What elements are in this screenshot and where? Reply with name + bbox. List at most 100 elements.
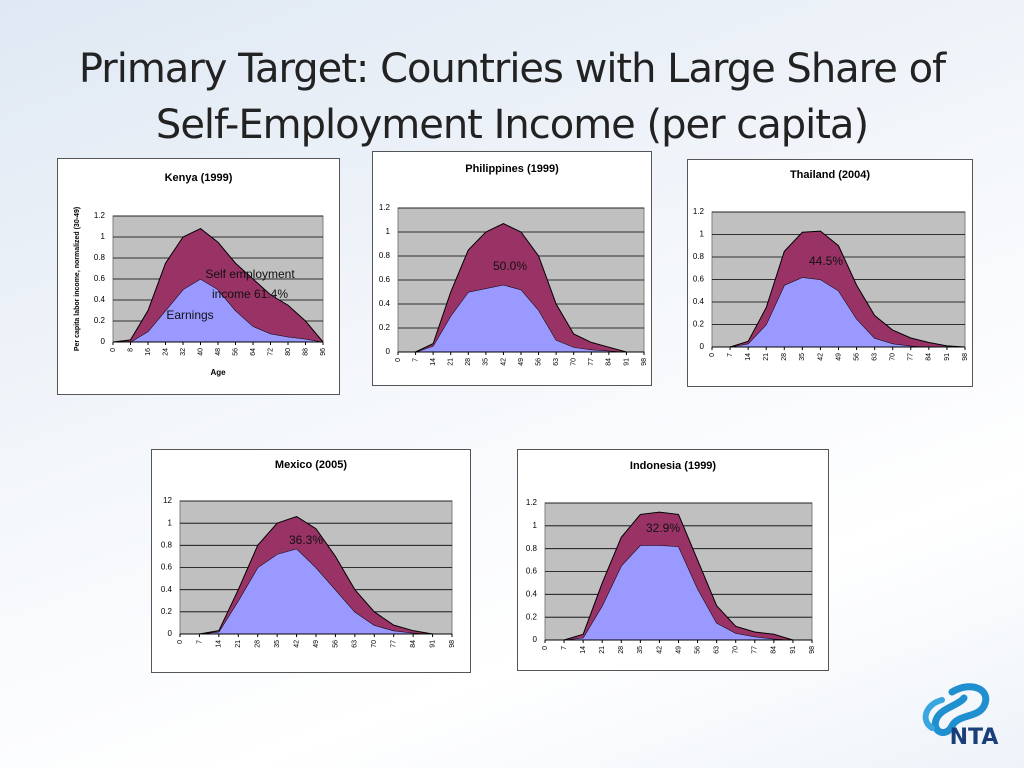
x-tick-label: 63 xyxy=(871,353,878,361)
x-tick-label: 70 xyxy=(371,640,378,648)
area xyxy=(712,277,965,347)
x-tick-label: 0 xyxy=(709,353,716,357)
y-tick-label: 0 xyxy=(700,342,705,351)
chart-title: Indonesia (1999) xyxy=(630,460,717,472)
x-tick-label: 56 xyxy=(332,640,339,648)
area xyxy=(398,223,644,352)
area xyxy=(398,284,644,352)
y-tick-label: 1 xyxy=(386,227,391,236)
y-tick-label: 0.2 xyxy=(94,316,106,325)
y-tick-label: 1.2 xyxy=(379,203,391,212)
annotation: 32.9% xyxy=(646,521,680,535)
x-tick-label: 28 xyxy=(618,646,625,654)
y-tick-label: 0.2 xyxy=(161,607,173,616)
x-tick-label: 32 xyxy=(180,348,187,356)
y-tick-label: 0.6 xyxy=(161,563,173,572)
chart: Mexico (2005) 0 0.2 0.4 0.6 0.8 1 12 0 7 14 21 28 35 4… xyxy=(151,449,471,673)
x-axis-label: Age xyxy=(210,368,226,377)
annotation: income 61.4% xyxy=(212,287,288,301)
area-edge xyxy=(545,511,812,641)
y-tick-label: 0.8 xyxy=(693,252,705,261)
area-edge xyxy=(398,223,644,353)
x-tick-label: 35 xyxy=(637,646,644,654)
x-tick-label: 40 xyxy=(197,348,204,356)
y-tick-label: 0 xyxy=(386,347,391,356)
y-tick-label: 12 xyxy=(163,496,172,505)
x-tick-label: 70 xyxy=(571,358,578,366)
y-tick-label: 0.2 xyxy=(526,612,538,621)
x-tick-label: 77 xyxy=(391,640,398,648)
x-tick-label: 28 xyxy=(781,353,788,361)
y-tick-label: 0.2 xyxy=(693,320,705,329)
x-tick-label: 21 xyxy=(763,353,770,361)
y-tick-label: 1.2 xyxy=(94,211,106,220)
logo-text: NTA xyxy=(950,725,999,750)
x-tick-label: 35 xyxy=(483,358,490,366)
x-tick-label: 98 xyxy=(641,358,648,366)
x-tick-label: 91 xyxy=(790,646,797,654)
y-tick-label: 1.2 xyxy=(693,207,705,216)
y-tick-label: 1.2 xyxy=(526,498,538,507)
y-tick-label: 0.2 xyxy=(379,323,391,332)
x-tick-label: 98 xyxy=(449,640,456,648)
area xyxy=(545,545,812,640)
x-tick-label: 42 xyxy=(293,640,300,648)
x-tick-label: 63 xyxy=(553,358,560,366)
y-axis-label: Per capita labor income, normalized (30-… xyxy=(74,207,81,351)
x-tick-label: 7 xyxy=(196,640,203,644)
chart: Philippines (1999) 0 0.2 0.4 0.6 0.8 1 1.2 0 7 14 2… xyxy=(372,151,652,386)
x-tick-label: 70 xyxy=(890,353,897,361)
logo-mark xyxy=(922,697,945,731)
y-tick-label: 0.8 xyxy=(94,253,106,262)
x-tick-label: 42 xyxy=(500,358,507,366)
x-tick-label: 28 xyxy=(465,358,472,366)
x-tick-label: 21 xyxy=(235,640,242,648)
y-tick-label: 0 xyxy=(533,635,538,644)
area xyxy=(545,512,812,640)
x-tick-label: 96 xyxy=(320,348,327,356)
chart: Thailand (2004) 0 0.2 0.4 0.6 0.8 1 1.2 0 7 14 21 28… xyxy=(687,159,973,387)
y-tick-label: 0.8 xyxy=(379,251,391,260)
area xyxy=(180,548,452,634)
area xyxy=(113,279,323,342)
annotation: Self employment xyxy=(205,267,295,281)
area xyxy=(712,231,965,347)
y-tick-label: 0 xyxy=(168,629,173,638)
x-tick-label: 88 xyxy=(302,348,309,356)
x-tick-label: 35 xyxy=(799,353,806,361)
y-tick-label: 0.8 xyxy=(161,540,173,549)
x-tick-label: 84 xyxy=(410,640,417,648)
x-tick-label: 91 xyxy=(623,358,630,366)
area-edge xyxy=(112,228,324,343)
annotation: 44.5% xyxy=(809,254,843,268)
x-tick-label: 84 xyxy=(926,353,933,361)
x-tick-label: 64 xyxy=(250,348,257,356)
logo-mark xyxy=(931,683,990,736)
y-tick-label: 1 xyxy=(700,230,705,239)
y-tick-label: 0.6 xyxy=(693,275,705,284)
annotation: Earnings xyxy=(166,308,213,322)
x-tick-label: 91 xyxy=(944,353,951,361)
y-tick-label: 0.8 xyxy=(526,544,538,553)
x-tick-label: 70 xyxy=(733,646,740,654)
x-tick-label: 56 xyxy=(694,646,701,654)
x-tick-label: 63 xyxy=(352,640,359,648)
x-tick-label: 0 xyxy=(395,358,402,362)
x-tick-label: 7 xyxy=(561,646,568,650)
x-tick-label: 28 xyxy=(255,640,262,648)
y-tick-label: 1 xyxy=(168,518,173,527)
x-tick-label: 77 xyxy=(752,646,759,654)
x-tick-label: 56 xyxy=(535,358,542,366)
annotation: 36.3% xyxy=(289,533,323,547)
y-tick-label: 0.6 xyxy=(94,274,106,283)
y-tick-label: 0.4 xyxy=(161,585,173,594)
chart-title: Mexico (2005) xyxy=(275,459,347,471)
y-tick-label: 0.4 xyxy=(94,295,106,304)
x-tick-label: 8 xyxy=(127,348,134,352)
x-tick-label: 14 xyxy=(745,353,752,361)
chart: Indonesia (1999) 0 0.2 0.4 0.6 0.8 1 1.2 0 7 14 21 2… xyxy=(517,449,829,671)
y-tick-label: 0.6 xyxy=(526,567,538,576)
x-tick-label: 63 xyxy=(713,646,720,654)
chart: Kenya (1999) 0 0.2 0.4 0.6 0.8 1 1.2 0 8 16 24 32 40 4… xyxy=(57,158,340,395)
